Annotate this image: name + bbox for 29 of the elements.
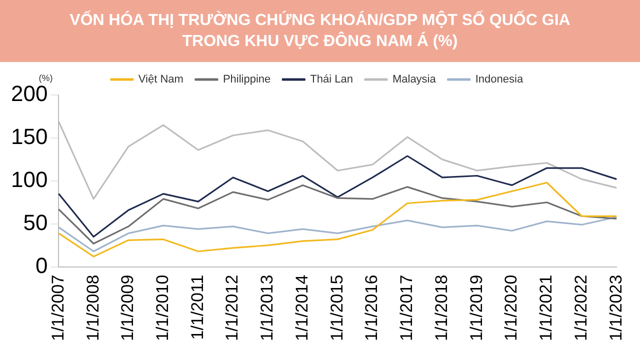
x-tick-label: 1/1/2018 xyxy=(432,274,451,342)
x-tick-label: 1/1/2022 xyxy=(571,274,590,342)
x-tick-label: 1/1/2019 xyxy=(466,274,486,342)
legend-label: Indonesia xyxy=(475,74,524,86)
chart-title: VỐN HÓA THỊ TRƯỜNG CHỨNG KHOÁN/GDP MỘT SỐ QUỐC GIA TRONG KHU VỰC ĐÔNG NAM Á (%) xyxy=(0,0,640,62)
x-tick-label: 1/1/2012 xyxy=(222,274,242,342)
x-tick-label: 1/1/2021 xyxy=(536,274,556,342)
y-axis-title: (%) xyxy=(38,72,53,83)
x-tick-label: 1/1/2007 xyxy=(48,274,68,342)
x-tick-label: 1/1/2010 xyxy=(153,274,172,342)
legend-label: Thái Lan xyxy=(310,74,353,86)
y-tick-label: 150 xyxy=(10,124,48,150)
y-tick-label: 100 xyxy=(10,166,48,192)
x-tick-label: 1/1/2011 xyxy=(188,274,207,340)
x-tick-label: 1/1/2014 xyxy=(292,274,312,342)
x-tick-label: 1/1/2015 xyxy=(327,274,346,342)
x-tick-label: 1/1/2008 xyxy=(83,274,102,342)
y-tick-label: 200 xyxy=(10,81,48,106)
x-tick-label: 1/1/2016 xyxy=(362,274,382,342)
x-tick-label: 1/1/2023 xyxy=(606,274,626,342)
legend-label: Malaysia xyxy=(392,74,437,86)
legend-label: Việt Nam xyxy=(138,74,184,86)
y-tick-label: 50 xyxy=(23,210,48,235)
y-tick-label: 0 xyxy=(35,252,48,278)
x-tick-label: 1/1/2020 xyxy=(502,274,521,342)
x-tick-label: 1/1/2017 xyxy=(397,274,416,342)
legend-label: Philippine xyxy=(222,74,271,86)
x-tick-label: 1/1/2009 xyxy=(118,274,138,342)
x-tick-label: 1/1/2013 xyxy=(258,274,277,342)
